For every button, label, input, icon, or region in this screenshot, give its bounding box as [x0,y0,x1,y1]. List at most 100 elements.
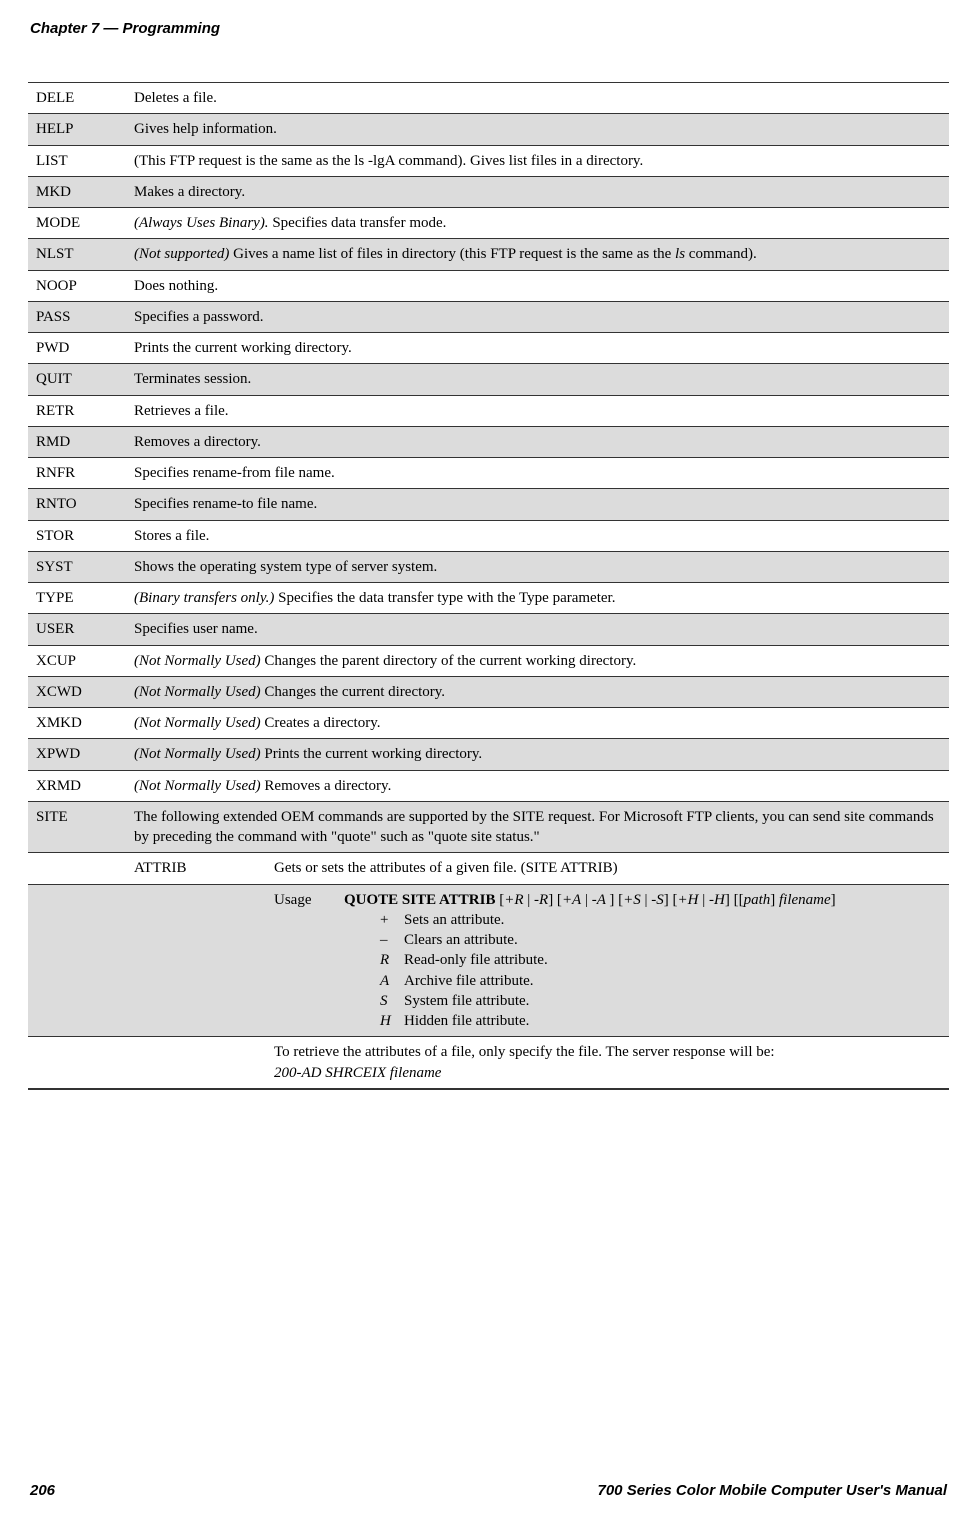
attrib-desc: Gets or sets the attributes of a given f… [266,853,949,884]
ftp-desc: Specifies a password. [126,301,949,332]
ftp-cmd: XCUP [28,645,126,676]
usage-arg: -S [651,892,664,908]
table-row: NOOPDoes nothing. [28,270,949,301]
ftp-desc: Makes a directory. [126,176,949,207]
table-row: ATTRIB Gets or sets the attributes of a … [28,853,949,884]
usage-text: | [641,892,652,908]
usage-label: Usage [266,884,336,1037]
usage-text: ] [ [609,892,623,908]
ftp-desc: (Not supported) Gives a name list of fil… [126,239,949,270]
ftp-cmd: RNTO [28,489,126,520]
ftp-desc: Stores a file. [126,520,949,551]
page-header: Chapter 7 — Programming [30,20,220,37]
attrib-desc: System file attribute. [404,991,529,1011]
table-row: RNTOSpecifies rename-to file name. [28,489,949,520]
table-row: DELEDeletes a file. [28,83,949,114]
table-row: XMKD(Not Normally Used) Creates a direct… [28,708,949,739]
header-sep: — [99,20,122,37]
table-row: TYPE(Binary transfers only.) Specifies t… [28,583,949,614]
site-desc: The following extended OEM commands are … [126,801,949,853]
ftp-cmd: STOR [28,520,126,551]
attrib-list: +Sets an attribute.–Clears an attribute.… [380,910,941,1032]
ftp-cmd: DELE [28,83,126,114]
ftp-desc: (Not Normally Used) Prints the current w… [126,739,949,770]
table-row: XPWD(Not Normally Used) Prints the curre… [28,739,949,770]
table-row: MODE(Always Uses Binary). Specifies data… [28,208,949,239]
usage-arg: +S [623,892,641,908]
ftp-cmd: RMD [28,426,126,457]
usage-text: ] [ [548,892,562,908]
usage-text: [ [495,892,504,908]
table-row: XCWD(Not Normally Used) Changes the curr… [28,676,949,707]
ftp-cmd: NOOP [28,270,126,301]
ftp-desc: Removes a directory. [126,426,949,457]
attrib-key: S [380,991,404,1011]
ftp-desc: Terminates session. [126,364,949,395]
attrib-key: + [380,910,404,930]
ftp-desc: Specifies user name. [126,614,949,645]
ftp-cmd: SYST [28,551,126,582]
ftp-commands-table: DELEDeletes a file.HELPGives help inform… [28,82,949,1090]
table-row: RMDRemoves a directory. [28,426,949,457]
attrib-key: – [380,930,404,950]
site-cmd: SITE [28,801,126,853]
chapter-title: Programming [123,20,221,37]
ftp-desc: Specifies rename-from file name. [126,458,949,489]
table-row: SITE The following extended OEM commands… [28,801,949,853]
attrib-key: A [380,971,404,991]
table-row: RETRRetrieves a file. [28,395,949,426]
ftp-cmd: MODE [28,208,126,239]
usage-text: | [524,892,535,908]
ftp-desc: Gives help information. [126,114,949,145]
table-row: SYSTShows the operating system type of s… [28,551,949,582]
retrieve-line2: 200-AD SHRCEIX filename [274,1065,441,1081]
attrib-desc: Sets an attribute. [404,910,504,930]
table-row: STORStores a file. [28,520,949,551]
ftp-cmd: XCWD [28,676,126,707]
ftp-desc: Deletes a file. [126,83,949,114]
ftp-desc: (Not Normally Used) Changes the current … [126,676,949,707]
ftp-cmd: QUIT [28,364,126,395]
usage-cmd: QUOTE SITE ATTRIB [344,892,495,908]
attrib-desc: Read-only file attribute. [404,950,548,970]
usage-arg: filename [779,892,831,908]
table-row: Usage QUOTE SITE ATTRIB [+R | -R] [+A | … [28,884,949,1037]
usage-arg: -R [534,892,548,908]
ftp-cmd: PWD [28,333,126,364]
usage-text: | [581,892,592,908]
ftp-desc: (Not Normally Used) Changes the parent d… [126,645,949,676]
ftp-cmd: HELP [28,114,126,145]
ftp-cmd: RETR [28,395,126,426]
attrib-desc: Hidden file attribute. [404,1011,529,1031]
ftp-desc: (Not Normally Used) Creates a directory. [126,708,949,739]
ftp-desc: (Always Uses Binary). Specifies data tra… [126,208,949,239]
table-row: To retrieve the attributes of a file, on… [28,1037,949,1089]
ftp-desc: (Binary transfers only.) Specifies the d… [126,583,949,614]
page-footer: 206 700 Series Color Mobile Computer Use… [30,1482,947,1499]
ftp-desc: Specifies rename-to file name. [126,489,949,520]
chapter-number: Chapter 7 [30,20,99,37]
ftp-desc: Shows the operating system type of serve… [126,551,949,582]
usage-text: ] [ [664,892,678,908]
table-row: PWDPrints the current working directory. [28,333,949,364]
usage-text: ] [831,892,836,908]
ftp-cmd: TYPE [28,583,126,614]
table-row: NLST(Not supported) Gives a name list of… [28,239,949,270]
usage-text: ] [770,892,779,908]
page-number: 206 [30,1482,55,1499]
table-row: XCUP(Not Normally Used) Changes the pare… [28,645,949,676]
ftp-desc: Does nothing. [126,270,949,301]
ftp-desc: (Not Normally Used) Removes a directory. [126,770,949,801]
table-row: MKDMakes a directory. [28,176,949,207]
ftp-cmd: PASS [28,301,126,332]
table-row: QUITTerminates session. [28,364,949,395]
attrib-name: ATTRIB [126,853,266,884]
usage-arg: +A [562,892,581,908]
ftp-cmd: NLST [28,239,126,270]
retrieve-line1: To retrieve the attributes of a file, on… [274,1044,775,1060]
ftp-cmd: XPWD [28,739,126,770]
table-row: HELPGives help information. [28,114,949,145]
ftp-desc: Prints the current working directory. [126,333,949,364]
attrib-key: R [380,950,404,970]
usage-content: QUOTE SITE ATTRIB [+R | -R] [+A | -A ] [… [336,884,949,1037]
